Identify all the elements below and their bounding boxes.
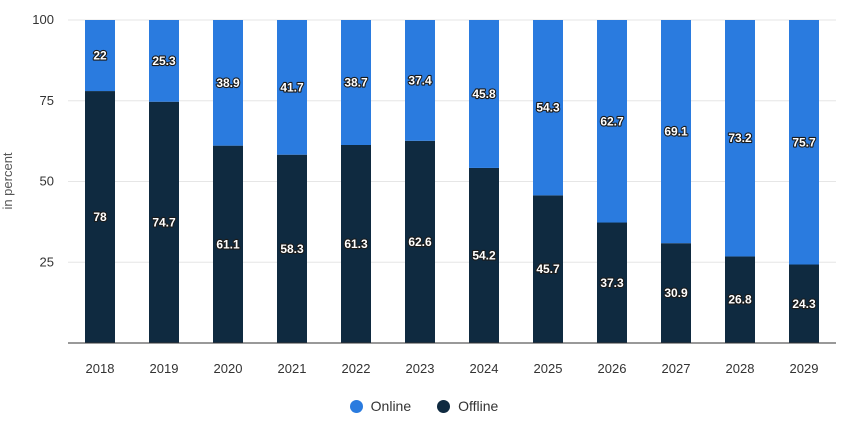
bar-online-2029[interactable] — [789, 20, 819, 265]
data-label-online-2026: 62.7 — [600, 114, 624, 128]
bar-offline-2027[interactable] — [661, 243, 691, 343]
legend-online-marker — [349, 399, 363, 413]
bar-online-2026[interactable] — [597, 20, 627, 223]
bar-online-2018[interactable] — [85, 20, 115, 92]
x-tick-label-2025: 2025 — [534, 361, 563, 376]
x-tick-label-2022: 2022 — [342, 361, 371, 376]
legend: Online Offline — [0, 398, 848, 414]
bar-offline-2029[interactable] — [789, 264, 819, 343]
data-label-offline-2020: 61.1 — [216, 237, 240, 251]
x-tick-label-2028: 2028 — [726, 361, 755, 376]
bar-online-2020[interactable] — [213, 20, 243, 146]
bar-offline-2028[interactable] — [725, 256, 755, 343]
data-label-offline-2024: 54.2 — [472, 248, 496, 262]
bar-offline-2026[interactable] — [597, 222, 627, 343]
data-label-offline-2021: 58.3 — [280, 242, 304, 256]
x-tick-label-2019: 2019 — [150, 361, 179, 376]
data-label-offline-2022: 61.3 — [344, 237, 368, 251]
x-tick-label-2021: 2021 — [278, 361, 307, 376]
data-label-online-2023: 37.4 — [408, 73, 432, 87]
data-label-offline-2026: 37.3 — [600, 276, 624, 290]
data-label-online-2024: 45.8 — [472, 87, 496, 101]
data-label-online-2020: 38.9 — [216, 76, 240, 90]
x-tick-label-2020: 2020 — [214, 361, 243, 376]
x-tick-label-2023: 2023 — [406, 361, 435, 376]
bar-offline-2020[interactable] — [213, 145, 243, 343]
bar-online-2027[interactable] — [661, 20, 691, 244]
data-label-offline-2028: 26.8 — [728, 293, 752, 307]
data-label-offline-2025: 45.7 — [536, 262, 560, 276]
y-axis-title: in percent — [0, 152, 15, 209]
data-label-online-2019: 25.3 — [152, 54, 176, 68]
legend-online-label: Online — [370, 398, 412, 414]
bar-online-2028[interactable] — [725, 20, 755, 257]
bar-offline-2021[interactable] — [277, 154, 307, 343]
bar-online-2021[interactable] — [277, 20, 307, 155]
data-label-offline-2018: 78 — [93, 210, 107, 224]
y-tick-label-100: 100 — [32, 12, 54, 27]
bar-online-2023[interactable] — [405, 20, 435, 141]
data-label-online-2027: 69.1 — [664, 125, 688, 139]
data-label-offline-2029: 24.3 — [792, 297, 816, 311]
bar-online-2022[interactable] — [341, 20, 371, 146]
x-tick-label-2029: 2029 — [790, 361, 819, 376]
y-tick-label-50: 50 — [40, 174, 54, 189]
legend-offline-marker — [437, 399, 451, 413]
bar-offline-2022[interactable] — [341, 145, 371, 343]
bar-offline-2025[interactable] — [533, 195, 563, 343]
data-label-online-2021: 41.7 — [280, 80, 304, 94]
stacked-bar-chart: 25 50 75 100 in percent 78 22 74.7 25.3 61.1 38.… — [0, 12, 836, 376]
bar-online-2025[interactable] — [533, 20, 563, 196]
gridlines — [68, 19, 836, 263]
data-label-online-2029: 75.7 — [792, 135, 816, 149]
y-axis-ticks: 25 50 75 100 — [32, 12, 54, 269]
y-tick-label-25: 25 — [40, 254, 54, 269]
bars: 78 22 74.7 25.3 61.1 38.9 58.3 41.7 61.3 38.7 62.6… — [85, 20, 819, 344]
data-label-offline-2023: 62.6 — [408, 235, 432, 249]
bar-offline-2024[interactable] — [469, 167, 499, 343]
y-tick-label-75: 75 — [40, 93, 54, 108]
data-label-offline-2027: 30.9 — [664, 286, 688, 300]
bar-online-2019[interactable] — [149, 20, 179, 102]
legend-item-online[interactable]: Online — [349, 398, 412, 414]
x-tick-label-2027: 2027 — [662, 361, 691, 376]
data-label-online-2028: 73.2 — [728, 131, 752, 145]
x-axis-ticks: 2018 2019 2020 2021 2022 2023 2024 2025 2026 2027… — [86, 361, 819, 376]
data-label-offline-2019: 74.7 — [152, 215, 176, 229]
x-tick-label-2026: 2026 — [598, 361, 627, 376]
x-tick-label-2024: 2024 — [470, 361, 499, 376]
bar-offline-2019[interactable] — [149, 101, 179, 344]
bar-online-2024[interactable] — [469, 20, 499, 168]
data-label-online-2022: 38.7 — [344, 76, 368, 90]
bar-offline-2023[interactable] — [405, 140, 435, 343]
legend-item-offline[interactable]: Offline — [437, 398, 498, 414]
data-label-online-2018: 22 — [93, 49, 107, 63]
x-tick-label-2018: 2018 — [86, 361, 115, 376]
legend-offline-label: Offline — [458, 398, 499, 414]
bar-offline-2018[interactable] — [85, 91, 115, 343]
data-label-online-2025: 54.3 — [536, 101, 560, 115]
